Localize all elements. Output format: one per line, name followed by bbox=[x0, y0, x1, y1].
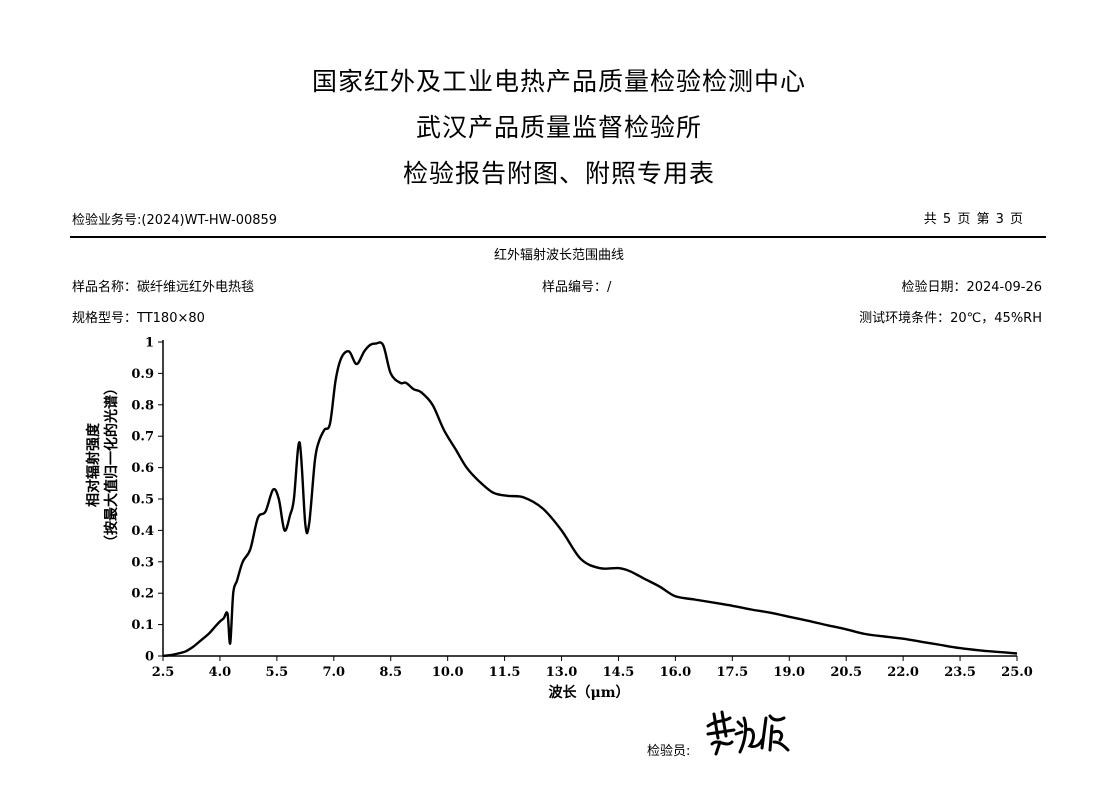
x-tick-label: 8.5 bbox=[379, 665, 402, 680]
x-tick-label: 17.5 bbox=[716, 665, 748, 680]
spectrum-line bbox=[162, 341, 1018, 658]
x-tick-label: 19.0 bbox=[773, 665, 805, 680]
y-tick-label: 0.5 bbox=[131, 493, 154, 508]
x-tick-labels: 2.5 4.0 5.5 7.0 8.5 10.0 11.5 13.0 14.5 16.0 17.5 1… bbox=[152, 656, 1033, 680]
sample-name: 样品名称：碳纤维远红外电热毯 bbox=[72, 280, 255, 295]
page-info: 共 5 页 第 3 页 bbox=[923, 212, 1024, 227]
institute-title: 武汉产品质量监督检验所 bbox=[415, 113, 702, 142]
x-tick-label: 14.5 bbox=[603, 665, 635, 680]
y-tick-label: 0.2 bbox=[131, 587, 154, 602]
y-tick-label: 0.1 bbox=[131, 618, 154, 633]
x-tick-label: 13.0 bbox=[546, 665, 578, 680]
sample-number: 样品编号：/ bbox=[542, 280, 612, 295]
test-conditions: 测试环境条件：20℃，45%RH bbox=[859, 311, 1042, 326]
x-axis-label: 波长（μm） bbox=[548, 684, 629, 701]
x-tick-label: 5.5 bbox=[266, 665, 289, 680]
header-rule bbox=[70, 236, 1046, 238]
x-tick-label: 2.5 bbox=[152, 665, 175, 680]
sample-model: 规格型号：TT180×80 bbox=[72, 311, 205, 326]
y-tick-label: 0.9 bbox=[131, 367, 154, 382]
y-tick-label: 0.7 bbox=[131, 430, 154, 445]
chart-series bbox=[162, 341, 1018, 658]
y-tick-labels: 0 0.1 0.2 0.3 0.4 0.5 0.6 0.7 0.8 0.9 1 bbox=[131, 336, 163, 665]
inspector-signature bbox=[706, 710, 790, 756]
business-number: 检验业务号:(2024)WT-HW-00859 bbox=[72, 213, 278, 228]
y-tick-label: 0.3 bbox=[131, 555, 154, 570]
inspection-date: 检验日期：2024-09-26 bbox=[901, 280, 1042, 295]
x-tick-label: 25.0 bbox=[1001, 665, 1033, 680]
x-tick-label: 4.0 bbox=[209, 665, 232, 680]
y-axis-label-note: （按最大值归一化的光谱） bbox=[103, 381, 120, 549]
y-tick-label: 1 bbox=[145, 336, 154, 351]
y-tick-label: 0.6 bbox=[131, 461, 154, 476]
x-tick-label: 22.0 bbox=[887, 665, 919, 680]
form-title: 检验报告附图、附照专用表 bbox=[402, 159, 715, 188]
inspector-label: 检验员: bbox=[647, 744, 691, 759]
x-tick-label: 23.5 bbox=[944, 665, 976, 680]
x-tick-label: 20.5 bbox=[830, 665, 862, 680]
chart-title: 红外辐射波长范围曲线 bbox=[493, 248, 624, 263]
chart-axes bbox=[162, 340, 1017, 657]
x-tick-label: 10.0 bbox=[432, 665, 464, 680]
center-title: 国家红外及工业电热产品质量检验检测中心 bbox=[311, 67, 806, 96]
y-axis-label: 相对辐射强度 bbox=[85, 422, 102, 507]
y-tick-label: 0.4 bbox=[131, 524, 154, 539]
x-tick-label: 7.0 bbox=[322, 665, 345, 680]
x-tick-label: 11.5 bbox=[489, 665, 521, 680]
y-tick-label: 0 bbox=[145, 650, 154, 665]
y-tick-label: 0.8 bbox=[131, 398, 154, 413]
x-tick-label: 16.0 bbox=[660, 665, 692, 680]
